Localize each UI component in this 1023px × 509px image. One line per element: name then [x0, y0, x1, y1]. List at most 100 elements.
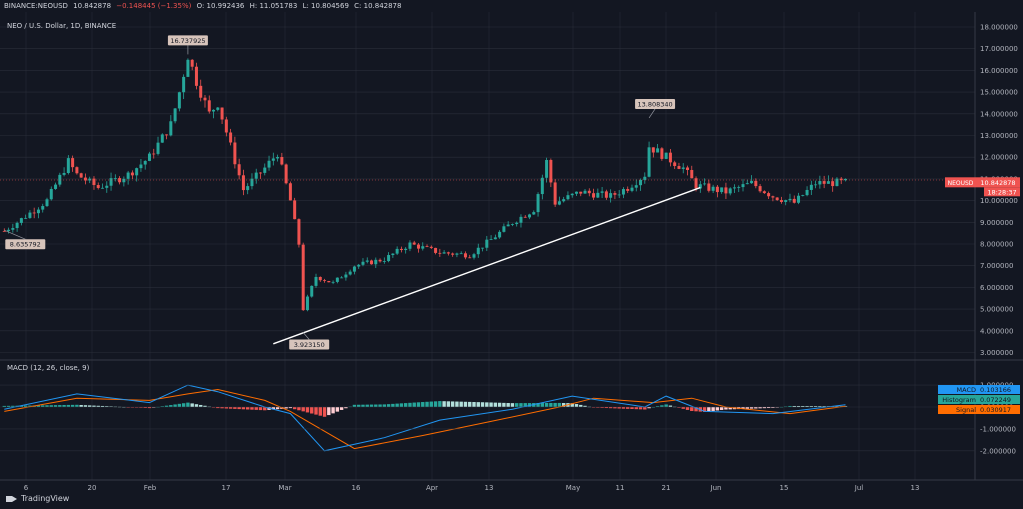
time-tick: 13 — [485, 484, 494, 492]
histogram-bar — [173, 404, 177, 407]
candle-body — [647, 147, 651, 177]
signal-value-tag — [938, 405, 1020, 414]
candle-body — [79, 173, 83, 178]
candle-body — [220, 107, 224, 120]
histogram-bar — [416, 402, 421, 407]
histogram-bar — [506, 403, 510, 407]
candle-body — [750, 180, 754, 184]
price-change: −0.148445 (−1.35%) — [116, 2, 192, 10]
candle-body — [66, 158, 70, 174]
histogram-bar — [583, 405, 587, 407]
histogram-bar — [23, 405, 28, 407]
candle-body — [118, 178, 122, 183]
candle-body — [348, 271, 352, 275]
candle-body — [822, 181, 826, 184]
price-tag-label: 10.842878 — [980, 179, 1015, 187]
histogram-bar — [194, 404, 199, 407]
candle-body — [331, 281, 335, 283]
candle-body — [455, 253, 459, 255]
time-axis[interactable]: 6 20 Feb 17 Mar 16 Apr 13 May 11 21 Jun 15 Jul 13 — [0, 479, 1023, 492]
candle-body — [468, 257, 472, 259]
candle-body — [173, 108, 177, 122]
histogram-bar — [395, 403, 399, 407]
histogram-bar — [502, 402, 506, 407]
candle-body — [805, 189, 809, 196]
histogram-bar — [574, 404, 579, 407]
histogram-bar — [741, 407, 745, 409]
histogram-bar — [677, 407, 681, 408]
candle-body — [775, 197, 779, 201]
histogram-bar — [442, 401, 446, 407]
histogram-bar — [53, 405, 58, 407]
price-tick: 7.000000 — [980, 262, 1013, 270]
histogram-bar — [630, 407, 634, 410]
candle-body — [732, 187, 736, 189]
candle-body — [429, 246, 433, 248]
histogram-bar — [297, 407, 301, 411]
candle-body — [784, 200, 788, 202]
candle-body — [788, 198, 792, 201]
time-tick: Feb — [144, 484, 157, 492]
candle-body — [7, 229, 11, 232]
histogram-bar — [433, 401, 438, 407]
candle-body — [528, 214, 532, 218]
histogram-bar — [66, 404, 71, 407]
time-tick: 17 — [222, 484, 231, 492]
candle-body — [698, 184, 702, 189]
candle-body — [801, 195, 805, 196]
histogram-bar — [412, 402, 416, 407]
candle-body — [792, 198, 796, 203]
histogram-bar — [49, 405, 53, 407]
candlestick-series — [2, 58, 847, 312]
candle-body — [604, 191, 608, 198]
candle-body — [519, 216, 523, 223]
candle-body — [62, 173, 66, 175]
candle-body — [651, 147, 655, 153]
chart-title: NEO / U.S. Dollar, 1D, BINANCE — [7, 22, 116, 30]
candle-body — [412, 242, 416, 245]
candle-body — [49, 188, 53, 200]
histogram-bar — [421, 402, 425, 407]
histogram-bar — [596, 407, 600, 408]
histogram-bar — [468, 401, 472, 407]
annotation-leader — [648, 108, 656, 119]
candle-body — [754, 180, 758, 187]
candle-body — [271, 158, 275, 161]
histogram-bar — [728, 407, 732, 410]
price-chart[interactable]: NEO / U.S. Dollar, 1D, BINANCE 16.737925… — [0, 12, 1023, 492]
candle-body — [83, 177, 87, 181]
candle-body — [758, 186, 762, 192]
trendline[interactable] — [273, 186, 701, 345]
price-tick: 12.000000 — [980, 154, 1018, 162]
symbol-name[interactable]: BINANCE:NEOUSD — [4, 2, 68, 10]
histogram-bar — [754, 407, 758, 409]
histogram-bar — [805, 406, 809, 407]
histogram-bar — [660, 405, 664, 407]
close-value: C: 10.842878 — [354, 2, 402, 10]
histogram-bar — [36, 405, 41, 407]
histogram-bar — [220, 407, 224, 409]
time-tick: Mar — [278, 484, 291, 492]
histogram-bar — [318, 407, 322, 416]
histogram-bar — [664, 404, 668, 407]
histogram-bar — [600, 407, 604, 408]
tradingview-logo[interactable]: TradingView — [6, 494, 69, 503]
histogram-bar — [835, 406, 839, 407]
histogram-bar — [2, 405, 6, 407]
candle-body — [237, 164, 241, 176]
annotation-box — [289, 339, 330, 350]
candle-body — [681, 167, 685, 169]
candle-body — [626, 189, 630, 191]
candle-body — [126, 172, 130, 179]
candle-body — [421, 246, 425, 249]
histogram-bar — [361, 404, 365, 407]
candle-body — [574, 191, 578, 194]
macd-line — [4, 384, 846, 452]
candle-body — [11, 228, 15, 230]
candle-body — [549, 159, 553, 183]
candle-body — [634, 185, 638, 188]
histogram-bar — [536, 403, 540, 407]
histogram-bar — [382, 404, 387, 407]
price-tick: 13.000000 — [980, 132, 1018, 140]
price-tick: 9.000000 — [980, 219, 1013, 227]
